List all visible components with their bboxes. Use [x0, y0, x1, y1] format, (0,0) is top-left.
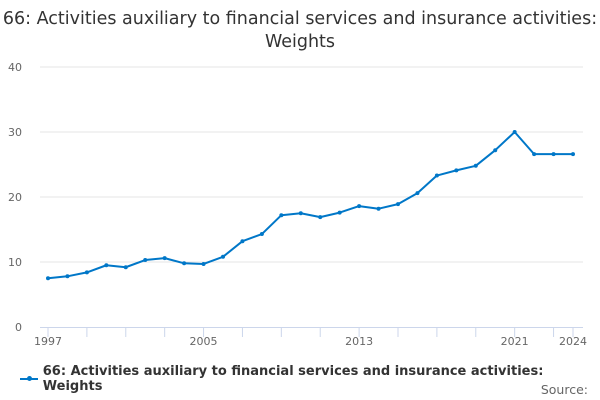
data-point — [65, 274, 70, 279]
x-tick-label: 2013 — [345, 335, 373, 348]
legend-line-marker-icon — [20, 376, 38, 381]
legend-label: 66: Activities auxiliary to financial se… — [42, 364, 544, 394]
y-tick-label: 30 — [8, 126, 22, 139]
y-tick-label: 10 — [8, 256, 22, 269]
source-label: Source: — [540, 382, 588, 397]
data-point — [221, 254, 225, 259]
data-point — [259, 232, 264, 237]
data-point — [123, 265, 128, 270]
data-point — [551, 152, 556, 157]
data-point — [104, 263, 109, 268]
legend-item[interactable]: 66: Activities auxiliary to financial se… — [20, 364, 600, 394]
data-point — [454, 168, 459, 173]
x-tick-label: 2021 — [501, 335, 529, 348]
x-tick-label: 2005 — [190, 335, 218, 348]
data-point — [571, 152, 575, 157]
data-point — [279, 213, 284, 218]
data-point — [182, 261, 187, 266]
data-point — [337, 210, 342, 215]
data-point — [318, 215, 323, 220]
chart-title: 66: Activities auxiliary to financial se… — [2, 9, 598, 52]
data-point — [512, 130, 517, 134]
data-point — [532, 152, 537, 157]
series-line — [47, 131, 573, 280]
data-point — [201, 261, 206, 266]
x-tick-label: 2024 — [559, 335, 587, 348]
data-point — [240, 239, 245, 244]
y-tick-label: 0 — [15, 321, 22, 334]
data-point — [46, 276, 50, 281]
data-point — [84, 270, 89, 275]
data-point — [473, 163, 478, 168]
data-point — [434, 173, 439, 178]
data-point — [493, 148, 498, 153]
y-tick-label: 20 — [8, 191, 22, 204]
data-point — [415, 191, 420, 196]
data-point — [376, 206, 381, 211]
data-point — [143, 258, 148, 263]
data-point — [357, 204, 362, 209]
data-point — [298, 211, 303, 216]
data-point — [396, 202, 400, 207]
data-point — [162, 256, 167, 261]
x-tick-label: 1997 — [34, 335, 62, 348]
y-tick-label: 40 — [8, 61, 22, 74]
